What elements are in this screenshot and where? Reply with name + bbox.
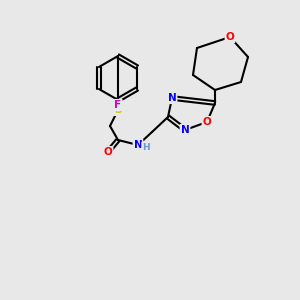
Text: S: S (114, 105, 122, 115)
Text: O: O (103, 147, 112, 157)
Text: O: O (226, 32, 234, 42)
Text: N: N (181, 125, 189, 135)
Text: H: H (142, 142, 150, 152)
Text: O: O (202, 117, 211, 127)
Text: N: N (134, 140, 142, 150)
Text: N: N (168, 93, 176, 103)
Text: F: F (114, 100, 122, 110)
